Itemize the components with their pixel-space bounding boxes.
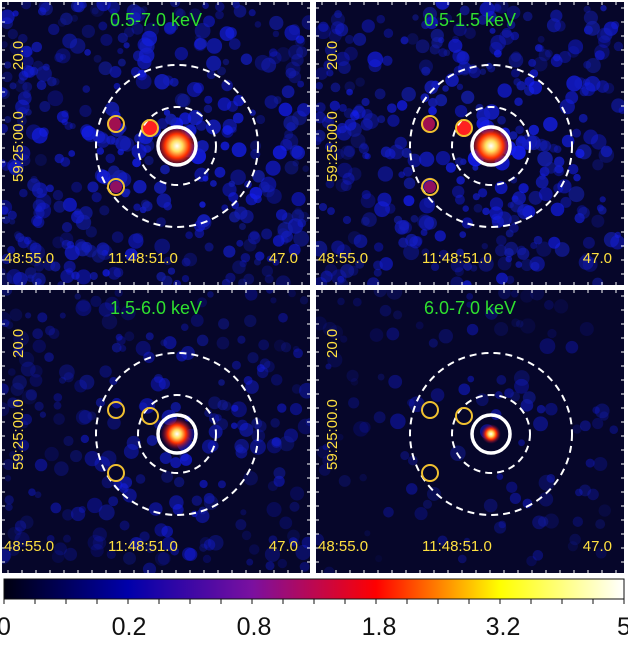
point-source bbox=[456, 121, 472, 137]
ra-tick-label-left: 48:55.0 bbox=[4, 538, 55, 555]
ra-tick-label-mid: 11:48:51.0 bbox=[108, 250, 178, 267]
ra-tick-label-left: 48:55.0 bbox=[4, 250, 55, 267]
image-panel-soft: 0.5-1.5 keV 20.0 59:25:00.0 48:55.0 11:4… bbox=[316, 2, 624, 285]
excluded-source-circle bbox=[421, 464, 439, 482]
axis-ticks bbox=[316, 2, 624, 285]
dec-tick-label-mid: 59:25:00.0 bbox=[324, 111, 341, 182]
energy-band-label: 1.5-6.0 keV bbox=[109, 298, 203, 318]
colorbar-label: 5 bbox=[617, 613, 628, 641]
background-annulus-outer bbox=[409, 64, 573, 228]
background-annulus-inner bbox=[137, 106, 217, 186]
excluded-source-circle bbox=[107, 178, 125, 196]
dec-tick-label-mid: 59:25:00.0 bbox=[10, 399, 27, 470]
dec-tick-label-top: 20.0 bbox=[10, 40, 27, 70]
colorbar-label: 1.8 bbox=[361, 613, 397, 641]
colorbar-label: 0.2 bbox=[111, 613, 147, 641]
background-annulus-inner bbox=[451, 106, 531, 186]
excluded-source-circle bbox=[107, 464, 125, 482]
ra-tick-label-mid: 11:48:51.0 bbox=[108, 538, 178, 555]
ra-tick-label-left: 48:55.0 bbox=[318, 538, 369, 555]
central-source bbox=[160, 417, 194, 451]
central-source bbox=[469, 124, 513, 168]
ra-tick-label-right: 47.0 bbox=[268, 538, 298, 555]
excluded-source-circle bbox=[455, 119, 473, 137]
dec-tick-label-mid: 59:25:00.0 bbox=[324, 399, 341, 470]
energy-band-label: 0.5-7.0 keV bbox=[109, 10, 203, 30]
axis-ticks bbox=[316, 290, 624, 573]
background-annulus-outer bbox=[95, 64, 259, 228]
dec-tick-label-top: 20.0 bbox=[10, 328, 27, 358]
background-noise bbox=[2, 2, 310, 285]
ra-tick-label-right: 47.0 bbox=[582, 250, 612, 267]
colorbar-gradient bbox=[3, 578, 625, 604]
source-region bbox=[156, 125, 198, 167]
ra-tick-label-mid: 11:48:51.0 bbox=[422, 538, 492, 555]
image-panel-hard: 1.5-6.0 keV 20.0 59:25:00.0 48:55.0 11:4… bbox=[2, 290, 310, 573]
source-region bbox=[470, 125, 512, 167]
xray-image bbox=[316, 290, 624, 573]
colorbar: 0 0.2 0.8 1.8 3.2 5 bbox=[0, 575, 628, 646]
energy-band-label: 6.0-7.0 keV bbox=[423, 298, 517, 318]
energy-band-label: 0.5-1.5 keV bbox=[423, 10, 517, 30]
ra-tick-label-right: 47.0 bbox=[582, 538, 612, 555]
xray-image bbox=[316, 2, 624, 285]
background-noise bbox=[2, 290, 310, 573]
background-noise bbox=[316, 290, 619, 573]
point-source bbox=[421, 117, 435, 131]
image-panel-broadband: 0.5-7.0 keV 20.0 59:25:00.0 48:55.0 11:4… bbox=[2, 2, 310, 285]
colorbar-bar bbox=[3, 578, 625, 600]
point-source bbox=[107, 117, 121, 131]
point-source bbox=[424, 181, 436, 193]
point-source bbox=[142, 121, 158, 137]
dec-tick-label-top: 20.0 bbox=[324, 40, 341, 70]
background-annulus-outer bbox=[409, 352, 573, 516]
excluded-source-circle bbox=[455, 407, 473, 425]
source-region bbox=[156, 413, 198, 455]
central-source bbox=[481, 424, 501, 444]
ra-tick-label-mid: 11:48:51.0 bbox=[422, 250, 492, 267]
axis-ticks bbox=[2, 290, 310, 573]
excluded-source-circle bbox=[107, 115, 125, 133]
background-annulus-inner bbox=[137, 394, 217, 474]
dec-tick-label-top: 20.0 bbox=[324, 328, 341, 358]
excluded-source-circle bbox=[421, 401, 439, 419]
ra-tick-label-left: 48:55.0 bbox=[318, 250, 369, 267]
excluded-source-circle bbox=[141, 119, 159, 137]
axis-ticks bbox=[2, 2, 310, 285]
excluded-source-circle bbox=[421, 115, 439, 133]
xray-image bbox=[2, 2, 310, 285]
image-panel-iron: 6.0-7.0 keV 20.0 59:25:00.0 48:55.0 11:4… bbox=[316, 290, 624, 573]
dec-tick-label-mid: 59:25:00.0 bbox=[10, 111, 27, 182]
ra-tick-label-right: 47.0 bbox=[268, 250, 298, 267]
colorbar-label: 3.2 bbox=[485, 613, 521, 641]
excluded-source-circle bbox=[107, 401, 125, 419]
central-source bbox=[155, 124, 199, 168]
background-annulus-outer bbox=[95, 352, 259, 516]
point-source bbox=[110, 181, 122, 193]
background-annulus-inner bbox=[451, 394, 531, 474]
excluded-source-circle bbox=[421, 178, 439, 196]
xray-image bbox=[2, 290, 310, 573]
colorbar-ticks bbox=[3, 599, 625, 604]
colorbar-label: 0 bbox=[0, 613, 11, 641]
excluded-source-circle bbox=[141, 407, 159, 425]
source-region bbox=[470, 413, 512, 455]
colorbar-label: 0.8 bbox=[236, 613, 272, 641]
